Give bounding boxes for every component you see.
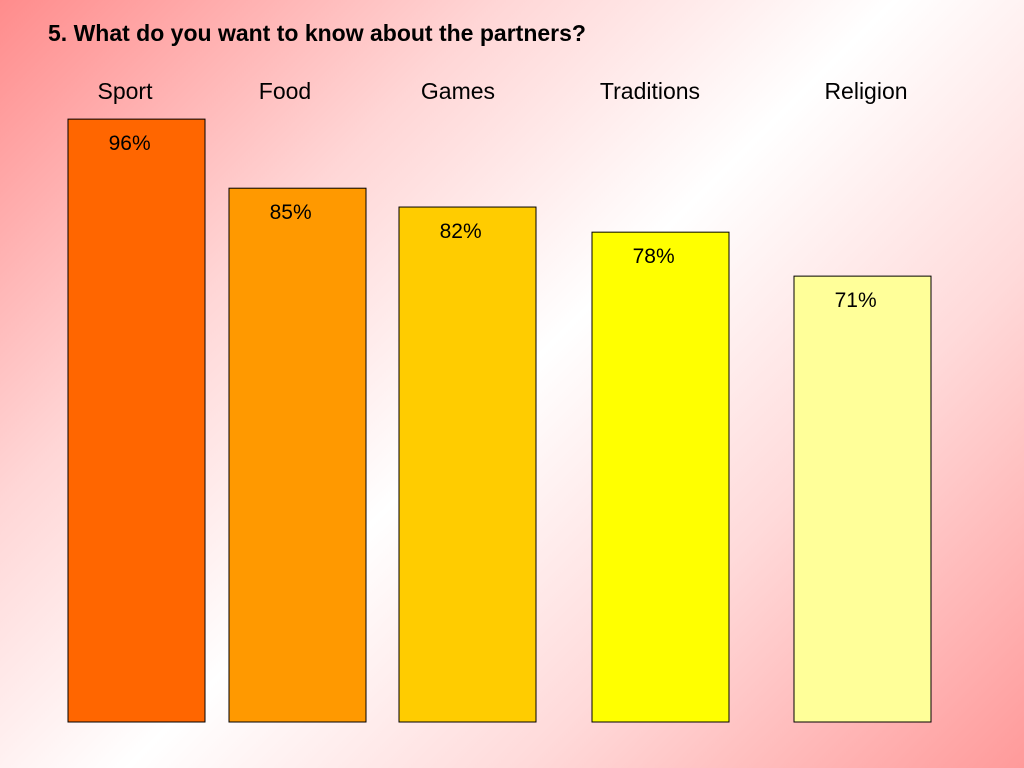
value-label-traditions: 78%	[633, 245, 675, 268]
bar-traditions	[591, 231, 730, 723]
category-label-traditions: Traditions	[600, 78, 700, 104]
bar-games	[398, 206, 537, 723]
bar-religion	[793, 275, 932, 723]
value-label-games: 82%	[440, 220, 482, 243]
value-label-sport: 96%	[109, 132, 151, 155]
category-label-religion: Religion	[824, 78, 907, 104]
value-label-religion: 71%	[835, 289, 877, 312]
bar-sport	[67, 118, 206, 723]
category-label-games: Games	[421, 78, 495, 104]
chart-title: 5. What do you want to know about the pa…	[48, 20, 586, 46]
category-label-food: Food	[259, 78, 311, 104]
bar-food	[228, 187, 367, 723]
value-label-food: 85%	[270, 201, 312, 224]
category-label-sport: Sport	[98, 78, 154, 104]
